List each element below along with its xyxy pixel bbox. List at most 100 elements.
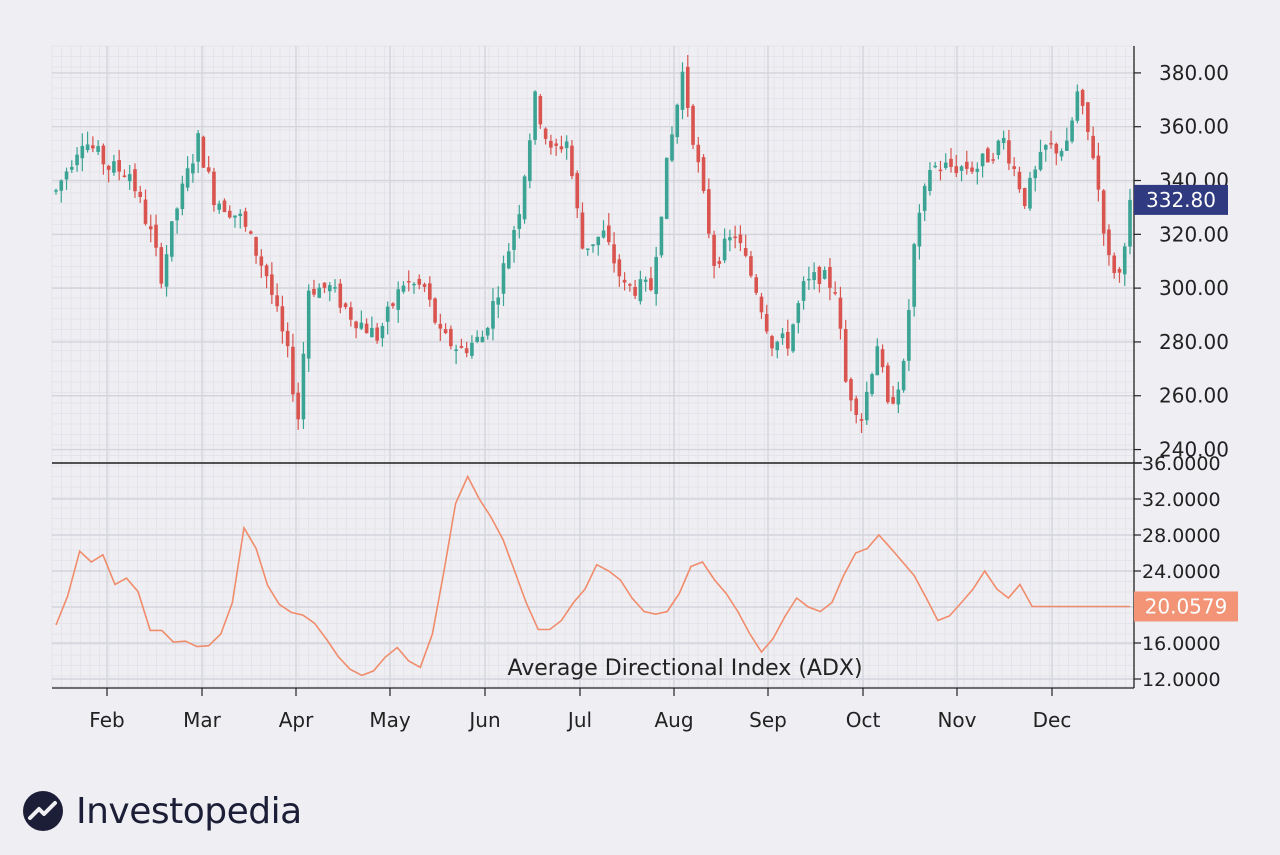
candle-body — [912, 244, 916, 307]
candle-body — [417, 278, 422, 285]
price-tick-label: 260.00 — [1159, 384, 1229, 408]
candle-body — [64, 171, 69, 180]
candle — [670, 126, 674, 163]
candle — [254, 236, 258, 264]
candle-body — [959, 166, 964, 171]
candle-body — [949, 158, 953, 167]
candle — [91, 136, 95, 153]
candle — [164, 245, 169, 297]
candle — [243, 207, 248, 232]
candle — [549, 134, 553, 155]
candle — [501, 255, 506, 307]
candle — [1054, 142, 1059, 166]
month-tick-label: Oct — [846, 708, 881, 732]
candle-body — [54, 190, 58, 192]
candle — [849, 377, 853, 412]
candle-body — [191, 163, 195, 174]
candle — [1033, 165, 1038, 192]
candle — [980, 153, 985, 178]
last-adx-badge-bg — [1134, 591, 1238, 622]
candle — [306, 284, 311, 372]
candle — [1075, 84, 1080, 124]
candle-body — [749, 256, 753, 276]
candle — [896, 381, 901, 414]
candle — [496, 286, 501, 319]
candle — [385, 301, 390, 335]
candle-body — [570, 145, 574, 177]
candle — [522, 174, 527, 224]
candle-body — [512, 230, 516, 250]
candle-body — [364, 323, 369, 334]
candle-body — [1117, 268, 1122, 273]
candle-body — [185, 168, 190, 188]
candle-body — [1017, 171, 1022, 190]
candle — [728, 229, 732, 252]
candle — [959, 165, 964, 182]
candle — [828, 258, 832, 301]
candle — [664, 157, 669, 220]
candle-body — [649, 278, 653, 291]
candle — [675, 103, 680, 144]
candle-body — [175, 208, 179, 221]
candle — [491, 288, 495, 341]
candle — [59, 179, 64, 203]
adx-tick-label: 32.0000 — [1142, 489, 1221, 511]
candle — [791, 323, 795, 353]
candle-body — [549, 140, 553, 148]
candle-body — [312, 288, 316, 295]
candle-body — [964, 161, 969, 169]
candle — [485, 326, 490, 340]
candle-body — [133, 169, 137, 192]
month-tick-label: May — [369, 708, 411, 732]
candle — [85, 131, 90, 153]
candle — [880, 344, 885, 373]
candle — [406, 270, 411, 292]
candle — [596, 236, 601, 256]
candle — [438, 313, 443, 342]
candle-body — [238, 213, 243, 217]
candle-body — [659, 216, 664, 256]
candle — [64, 167, 69, 190]
candle-body — [928, 170, 932, 191]
candle-body — [1001, 137, 1006, 143]
candle-body — [285, 330, 290, 347]
candle-body — [380, 325, 385, 339]
candle-body — [585, 248, 590, 250]
candle-body — [643, 279, 648, 282]
candle-body — [122, 175, 127, 178]
candle-body — [222, 200, 227, 213]
candle-body — [138, 191, 143, 198]
candle-body — [254, 236, 258, 256]
candle-body — [880, 349, 885, 368]
candle — [143, 189, 148, 226]
month-tick-label: Jun — [467, 708, 500, 732]
candle-body — [154, 224, 158, 248]
candle-body — [1128, 199, 1132, 247]
candle — [991, 152, 995, 164]
grid — [51, 45, 1134, 688]
adx-tick-label: 24.0000 — [1142, 561, 1221, 583]
candle — [180, 175, 185, 216]
candle-body — [485, 327, 490, 336]
candle-body — [775, 341, 780, 351]
candle-body — [722, 238, 727, 261]
candle-body — [764, 314, 769, 332]
candle — [512, 226, 516, 263]
candle — [112, 154, 116, 176]
candle — [870, 372, 874, 397]
candle — [575, 170, 580, 219]
candle-body — [291, 346, 295, 395]
candle — [543, 127, 548, 145]
candle-body — [628, 284, 632, 286]
month-tick-label: Nov — [937, 708, 976, 732]
candle — [154, 214, 158, 257]
candle — [122, 169, 127, 178]
candle-body — [891, 397, 895, 404]
candle-body — [1086, 102, 1090, 132]
candle-body — [212, 171, 216, 206]
candle — [433, 297, 437, 325]
candle-body — [1033, 169, 1038, 179]
candle — [954, 154, 959, 177]
candle — [233, 215, 237, 228]
candle — [559, 135, 564, 153]
